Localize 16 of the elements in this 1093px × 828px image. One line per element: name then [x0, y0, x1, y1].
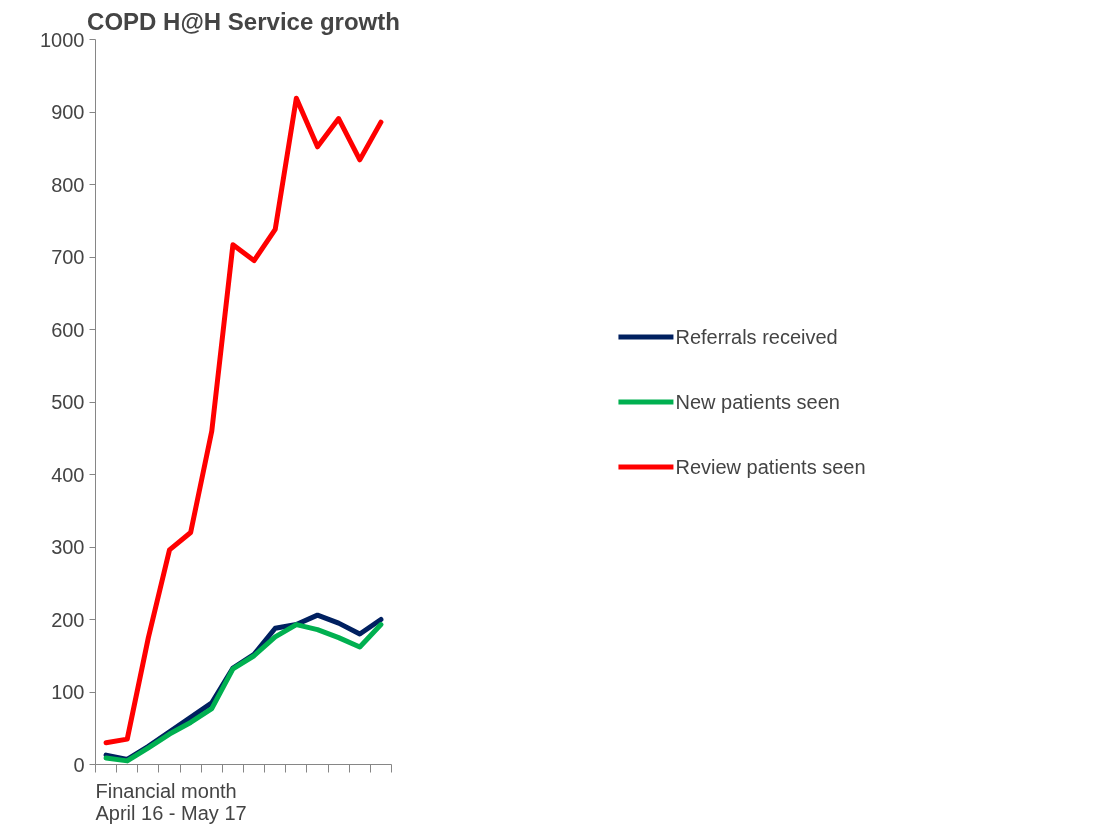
y-tick-label: 1000	[40, 28, 85, 51]
y-tick-label: 300	[51, 536, 85, 558]
y-tick-label: 900	[51, 101, 85, 123]
y-tick-label: 100	[51, 681, 85, 703]
legend-label: Referrals received	[675, 325, 838, 348]
legend-label: New patients seen	[675, 390, 840, 413]
y-tick-label: 0	[73, 753, 85, 776]
y-tick-label: 500	[51, 391, 85, 413]
y-tick-label: 600	[51, 318, 85, 341]
chart-title: COPD H@H Service growth	[87, 7, 400, 35]
y-tick-label: 400	[51, 463, 85, 486]
y-tick-label: 700	[51, 246, 85, 268]
x-axis-title: Financial month April 16 - May 17	[95, 779, 247, 824]
y-tick-label: 200	[51, 608, 85, 631]
y-tick-label: 800	[51, 173, 85, 196]
legend-label: Review patients seen	[675, 455, 866, 478]
